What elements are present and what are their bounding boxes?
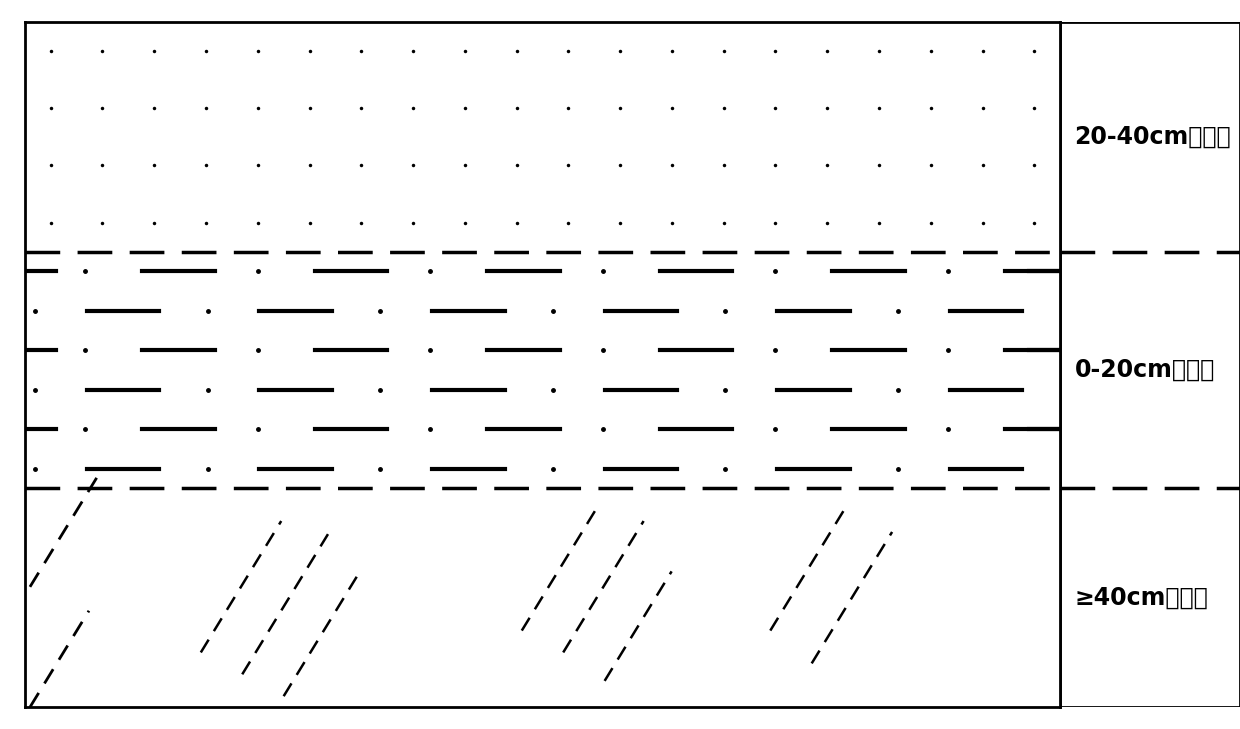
Text: ≥40cm软乃土: ≥40cm软乃土 <box>1075 586 1208 609</box>
Text: 0-20cm耕植土: 0-20cm耕植土 <box>1075 358 1215 382</box>
Text: 20-40cm硬乃土: 20-40cm硬乃土 <box>1075 125 1231 149</box>
